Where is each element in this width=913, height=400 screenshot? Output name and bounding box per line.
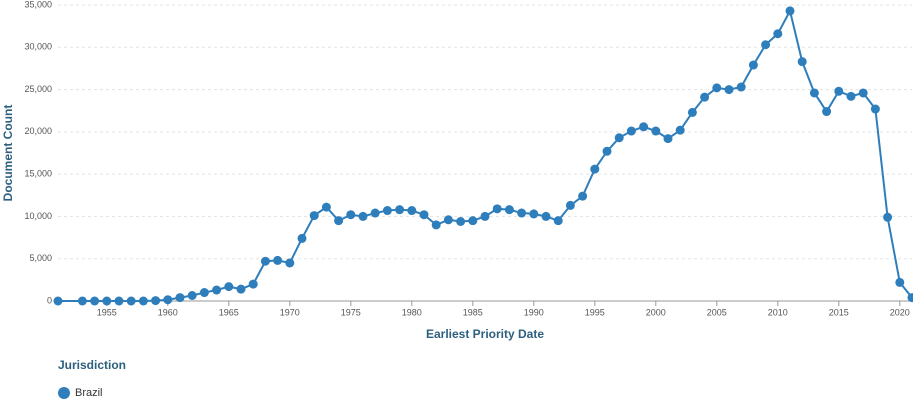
data-point [90, 296, 100, 306]
data-point [297, 233, 307, 243]
data-point [724, 85, 734, 95]
x-tick-label: 1970 [280, 307, 300, 317]
data-point [260, 256, 270, 266]
data-point [309, 211, 319, 221]
data-point [822, 107, 832, 117]
data-point [663, 134, 673, 144]
x-axis-title: Earliest Priority Date [426, 327, 544, 341]
x-tick-label: 1980 [402, 307, 422, 317]
data-point [761, 40, 771, 50]
data-point [797, 57, 807, 67]
data-point [138, 296, 148, 306]
data-point [687, 107, 697, 117]
legend-title: Jurisdiction [58, 358, 126, 372]
x-tick-label: 2015 [829, 307, 849, 317]
y-tick-label: 0 [47, 295, 52, 305]
data-point [443, 215, 453, 225]
data-point [541, 211, 551, 221]
data-point [273, 255, 283, 265]
data-point [468, 216, 478, 226]
x-tick-label: 1965 [219, 307, 239, 317]
data-point [870, 104, 880, 114]
x-tick-label: 1995 [585, 307, 605, 317]
data-point [456, 217, 466, 227]
legend-marker [58, 387, 70, 399]
data-point [358, 211, 368, 221]
data-point [175, 293, 185, 303]
x-tick-label: 1975 [341, 307, 361, 317]
data-point [883, 212, 893, 222]
x-tick-label: 2000 [646, 307, 666, 317]
data-point [480, 211, 490, 221]
data-point [675, 125, 685, 135]
data-point [553, 216, 563, 226]
y-tick-label: 35,000 [24, 0, 52, 9]
y-tick-label: 10,000 [24, 211, 52, 221]
series-line [58, 8, 913, 302]
data-point [419, 210, 429, 220]
data-point [712, 83, 722, 93]
data-point [334, 216, 344, 226]
data-point [126, 296, 136, 306]
data-point [224, 282, 234, 292]
data-point [590, 164, 600, 174]
data-point [504, 205, 514, 215]
x-tick-label: 2010 [768, 307, 788, 317]
data-point [834, 86, 844, 96]
data-point [187, 291, 197, 301]
data-point [614, 133, 624, 143]
y-tick-label: 15,000 [24, 169, 52, 179]
x-tick-label: 2020 [890, 307, 910, 317]
data-point [700, 92, 710, 102]
x-tick-label: 1990 [524, 307, 544, 317]
data-point [517, 208, 527, 218]
legend-label: Brazil [75, 387, 103, 399]
data-point [773, 29, 783, 39]
data-point [565, 200, 575, 210]
data-point [602, 146, 612, 156]
x-tick-label: 1960 [158, 307, 178, 317]
data-point [321, 202, 331, 212]
data-point [248, 279, 258, 289]
data-point [858, 88, 868, 98]
data-point [114, 296, 124, 306]
y-tick-label: 30,000 [24, 42, 52, 52]
data-point [382, 206, 392, 216]
x-tick-label: 1985 [463, 307, 483, 317]
data-point [578, 191, 588, 201]
data-point [77, 296, 87, 306]
data-point [102, 296, 112, 306]
data-point [236, 284, 246, 294]
data-point [199, 288, 209, 298]
data-point [846, 91, 856, 101]
data-point [53, 296, 63, 306]
y-tick-label: 5,000 [29, 253, 52, 263]
data-point [651, 126, 661, 136]
data-point [212, 285, 222, 295]
data-point [407, 206, 417, 216]
data-point [639, 122, 649, 132]
data-point [529, 209, 539, 219]
data-point [785, 6, 795, 16]
x-tick-label: 1955 [97, 307, 117, 317]
data-point [492, 204, 502, 214]
data-point [285, 258, 295, 268]
data-point [395, 205, 405, 215]
x-tick-label: 2005 [707, 307, 727, 317]
data-point [736, 82, 746, 92]
data-point [346, 210, 356, 220]
y-tick-label: 20,000 [24, 126, 52, 136]
data-point [151, 296, 161, 306]
y-axis-title: Document Count [1, 105, 15, 202]
data-point [431, 220, 441, 230]
data-point [809, 88, 819, 98]
data-point [895, 277, 905, 287]
data-point [626, 126, 636, 136]
y-tick-label: 25,000 [24, 84, 52, 94]
data-point [163, 295, 173, 305]
data-point [370, 208, 380, 218]
data-point [907, 293, 913, 303]
data-point [748, 60, 758, 70]
